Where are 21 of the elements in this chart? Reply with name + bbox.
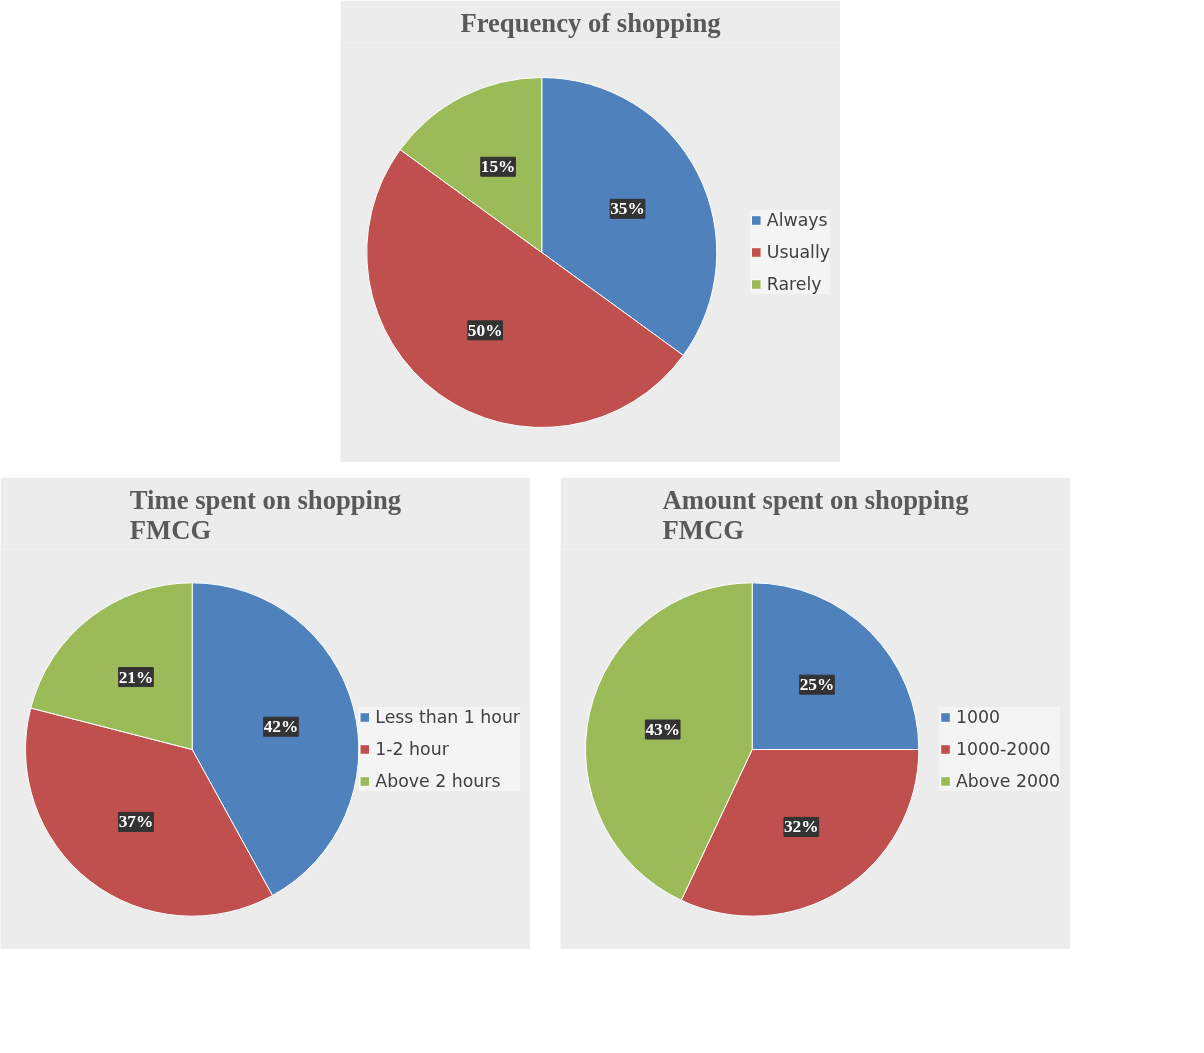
chart-title: Time spent on shopping FMCG (129, 484, 402, 545)
data-label: 37% (118, 812, 154, 832)
data-label: 42% (263, 717, 299, 737)
chart-title: Frequency of shopping (460, 7, 722, 38)
legend-label: Usually (766, 242, 830, 262)
data-label: 25% (799, 675, 835, 695)
data-label: 21% (118, 667, 154, 687)
legend-label: Less than 1 hour (375, 707, 520, 727)
legend-label: Above 2 hours (375, 771, 501, 791)
data-label: 35% (610, 199, 645, 219)
legend-label: 1000-2000 (956, 739, 1051, 759)
data-label: 50% (467, 320, 503, 340)
data-label: 43% (645, 720, 681, 739)
legend-label: 1000 (956, 707, 1001, 727)
legend-label: Rarely (766, 274, 822, 294)
legend-label: Always (766, 210, 828, 230)
legend-label: 1-2 hour (375, 739, 449, 759)
data-label: 32% (783, 817, 819, 837)
chart-title: Amount spent on shopping FMCG (662, 484, 970, 545)
data-label: 15% (480, 157, 516, 177)
legend-label: Above 2000 (956, 771, 1060, 791)
